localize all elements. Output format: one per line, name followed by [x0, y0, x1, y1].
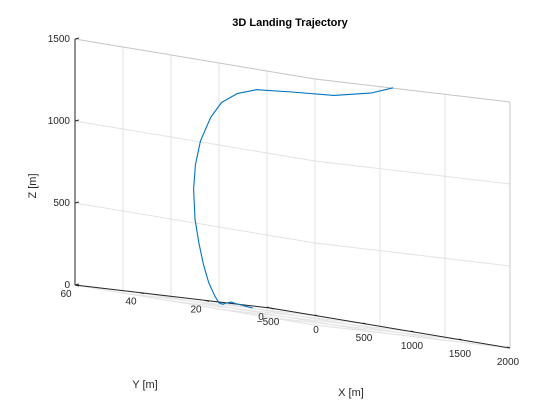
x-grid-floor — [122, 292, 319, 317]
x-tick-mark — [506, 346, 511, 349]
y-tick-mark — [204, 299, 210, 302]
x-grid-floor — [170, 300, 367, 325]
y-tick-label: 0 — [258, 312, 264, 323]
z-grid-side — [314, 324, 511, 349]
y-tick-label: 40 — [125, 297, 137, 308]
z-tick-label: 1000 — [48, 116, 71, 127]
x-tick-mark — [314, 314, 319, 317]
back-wall-pane — [75, 39, 315, 325]
axes-box — [74, 38, 511, 349]
z-axis-label: Z [m] — [27, 173, 39, 198]
side-wall-pane — [315, 79, 510, 348]
trajectory-line — [193, 87, 394, 309]
x-axis-label: X [m] — [338, 387, 364, 399]
x-tick-label: 1000 — [401, 341, 424, 352]
y-grid-floor — [139, 292, 381, 334]
x-tick-label: 1500 — [449, 349, 472, 360]
x-tick-mark — [458, 338, 463, 341]
x-tick-label: −500 — [257, 317, 280, 328]
z-grid-back — [74, 202, 316, 244]
series-layer — [193, 87, 394, 309]
x-axis-line — [269, 307, 511, 349]
y-axis-label: Y [m] — [132, 379, 157, 391]
z-tick-mark — [74, 283, 80, 286]
x-tick-label: 500 — [356, 333, 373, 344]
z-tick-mark — [74, 119, 80, 122]
x-grid-floor — [218, 308, 415, 333]
z-tick-label: 1500 — [48, 34, 71, 45]
y-tick-mark — [269, 307, 275, 310]
x-tick-mark — [410, 330, 415, 333]
x-tick-label: 0 — [313, 325, 319, 336]
x-tick-label: 2000 — [497, 357, 520, 368]
y-tick-label: 20 — [190, 304, 202, 315]
z-grid-back — [74, 284, 316, 326]
z-grid-side — [314, 242, 511, 267]
y-tick-label: 60 — [60, 289, 72, 300]
z-tick-label: 500 — [53, 198, 70, 209]
x-tick-mark — [266, 306, 271, 309]
axes-panes — [75, 39, 510, 348]
chart-title: 3D Landing Trajectory — [232, 17, 348, 29]
box-edge-top-back — [74, 38, 316, 80]
z-tick-label: 0 — [64, 280, 70, 291]
box-edge-top-side — [314, 78, 511, 103]
x-grid-floor — [266, 316, 463, 341]
y-tick-mark — [139, 292, 145, 295]
z-tick-mark — [74, 37, 80, 40]
z-grid-back — [74, 120, 316, 162]
x-tick-mark — [362, 322, 367, 325]
y-grid-floor — [204, 299, 446, 341]
z-grid-side — [314, 160, 511, 185]
z-tick-mark — [74, 201, 80, 204]
